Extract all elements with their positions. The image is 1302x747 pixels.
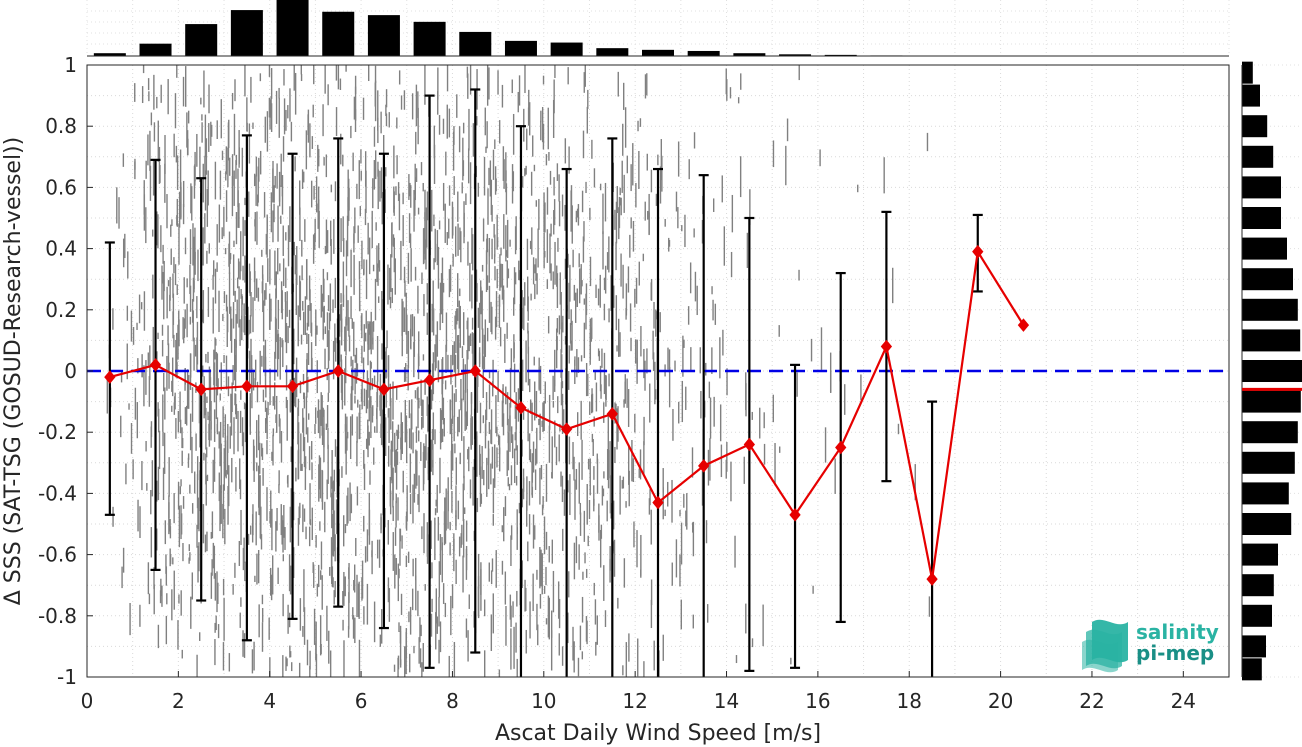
right-hist-bar [1242,513,1292,535]
top-hist-bar [459,31,492,56]
right-hist-bar [1242,298,1298,321]
right-hist-bar [1242,604,1272,627]
x-tick-label: 10 [531,689,556,713]
right-hist-bar [1242,145,1274,168]
y-tick-label: -0.8 [38,604,77,628]
top-hist-bar [185,24,218,56]
right-hist-bar [1242,543,1278,566]
x-tick-labels: 0 2 4 6 8 10 12 14 16 18 20 22 24 [81,671,1196,713]
right-histogram [1241,61,1302,681]
right-hist-bar [1242,574,1274,597]
y-tick-label: -1 [57,665,77,689]
mean-marker [652,495,664,510]
y-tick-label: 0.4 [45,237,77,261]
mean-marker [789,508,801,522]
x-tick-label: 16 [805,689,830,713]
right-hist-bar [1242,360,1302,382]
y-tick-label: 0.2 [45,298,77,322]
mean-marker [515,400,527,415]
top-hist-bar [550,42,583,56]
y-axis-label: Δ SSS (SAT-TSG (GOSUD-Research-vessel)) [1,137,26,605]
x-tick-label: 20 [988,689,1013,713]
mean-markers [104,244,1030,586]
y-tick-label: -0.4 [38,481,77,505]
right-hist-bar [1242,176,1281,199]
top-hist-bar [367,15,400,57]
y-tick-label: 0 [64,359,77,383]
top-hist-bar [322,11,355,56]
x-tick-label: 24 [1171,689,1196,713]
right-hist-bar [1242,482,1289,505]
top-hist-bar [413,21,446,56]
x-tick-label: 14 [714,689,739,713]
mean-marker [286,379,299,394]
right-hist-bar [1242,658,1262,681]
top-hist-bar [733,53,766,56]
mean-marker [1017,318,1030,332]
right-hist-bar [1242,207,1281,229]
right-hist-bar [1242,84,1260,107]
mean-marker [743,437,756,452]
x-tick-label: 0 [81,689,94,713]
top-hist-bar [504,40,537,56]
mean-marker [104,370,116,384]
mean-marker [560,422,573,436]
y-tick-label: -0.2 [38,420,77,444]
mean-marker [469,364,481,378]
logo-line-1: salinity [1136,620,1219,644]
y-tick-label: 0.8 [45,114,77,138]
top-hist-bar [139,43,172,56]
top-hist-bar [230,10,263,56]
right-hist-bar [1242,329,1301,352]
mean-marker [972,244,984,259]
top-hist-bar [824,54,857,56]
right-hist-bar [1242,390,1301,413]
salinity-pi-mep-logo: salinity pi-mep [1082,619,1219,673]
x-tick-label: 22 [1079,689,1104,713]
mean-marker [835,440,847,455]
x-axis-label: Ascat Daily Wind Speed [m/s] [495,721,821,746]
top-histogram [86,0,1230,57]
mean-marker [880,339,893,354]
mean-marker [606,407,618,421]
x-tick-label: 8 [446,689,459,713]
x-tick-label: 18 [897,689,922,713]
mean-marker [926,572,938,586]
right-hist-bar [1242,451,1295,474]
right-hist-bar [1242,61,1253,84]
right-hist-bar [1242,237,1287,260]
scatter-cloud [106,65,931,677]
x-tick-label: 6 [355,689,368,713]
main-plot [86,64,1230,678]
right-hist-bar [1242,421,1298,444]
mean-marker [423,373,436,387]
y-tick-labels: -1 -0.8 -0.6 -0.4 -0.2 0 0.2 0.4 0.6 0.8 1 [38,53,93,689]
mean-marker [241,379,253,394]
mean-marker [332,364,344,378]
logo-line-2: pi-mep [1136,641,1214,665]
mean-marker [378,382,390,397]
top-hist-bar [642,49,674,56]
top-hist-bar [276,0,309,56]
top-hist-bar [687,50,720,56]
top-hist-bar [93,53,126,56]
top-hist-bar [779,54,812,56]
y-tick-label: 0.6 [45,175,77,199]
x-tick-label: 4 [263,689,276,713]
top-hist-bar [596,48,629,56]
right-hist-bar [1242,635,1266,658]
mean-marker [149,358,162,372]
right-hist-bar [1242,115,1268,138]
mean-marker [698,459,710,473]
right-hist-bar [1242,268,1293,291]
wave-icon [1082,619,1128,673]
x-tick-label: 12 [622,689,647,713]
y-tick-label: -0.6 [38,543,77,567]
x-tick-label: 2 [172,689,185,713]
mean-marker [195,382,207,397]
y-tick-label: 1 [64,53,77,77]
